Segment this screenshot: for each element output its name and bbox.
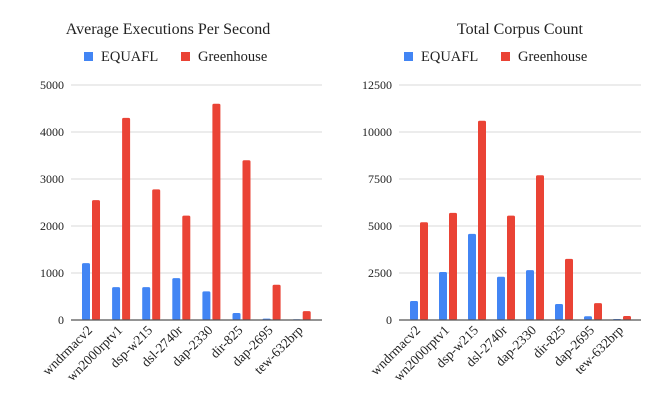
- legend: EQUAFL Greenhouse: [84, 49, 267, 65]
- bar-greenhouse-dsl-2740r: [507, 215, 515, 320]
- legend-label-equafl: EQUAFL: [101, 49, 158, 65]
- bar-equafl-dsp-w215: [468, 233, 476, 320]
- bar-greenhouse-wndrmacv2: [420, 222, 428, 320]
- bar-greenhouse-wn2000rptv1: [449, 212, 457, 320]
- y-tick-label: 10000: [362, 125, 392, 139]
- y-tick-label: 12500: [362, 78, 392, 92]
- bar-greenhouse-dsp-w215: [478, 120, 486, 320]
- bar-greenhouse-dsl-2740r: [182, 215, 191, 320]
- bar-equafl-dir-825: [232, 312, 241, 320]
- bar-greenhouse-dir-825: [565, 258, 573, 320]
- bar-greenhouse-dap-2330: [536, 175, 544, 320]
- bar-equafl-dap-2330: [526, 270, 534, 320]
- y-tick-label: 0: [386, 313, 392, 327]
- bar-equafl-dap-2695: [584, 316, 592, 320]
- chart-title: Average Executions Per Second: [66, 21, 271, 38]
- bar-greenhouse-dir-825: [242, 160, 251, 320]
- legend: EQUAFL Greenhouse: [404, 49, 587, 65]
- bar-equafl-dsl-2740r: [497, 276, 505, 320]
- y-tick-label: 4000: [40, 125, 64, 139]
- bar-equafl-dir-825: [555, 304, 563, 320]
- legend-label-equafl: EQUAFL: [421, 49, 478, 65]
- bar-greenhouse-dsp-w215: [152, 189, 161, 320]
- legend-label-greenhouse: Greenhouse: [518, 49, 587, 65]
- y-tick-label: 1000: [40, 266, 64, 280]
- bar-greenhouse-dap-2695: [272, 284, 281, 320]
- y-tick-label: 2000: [40, 219, 64, 233]
- y-tick-label: 2500: [368, 266, 392, 280]
- bar-equafl-wndrmacv2: [82, 263, 90, 320]
- chart-title: Total Corpus Count: [457, 21, 584, 38]
- bar-equafl-dsl-2740r: [172, 278, 181, 320]
- bar-greenhouse-dap-2695: [594, 303, 602, 320]
- y-tick-label: 0: [58, 313, 64, 327]
- bar-greenhouse-tew-632brp: [302, 311, 311, 320]
- legend-swatch-greenhouse: [181, 52, 190, 61]
- y-tick-label: 5000: [40, 78, 64, 92]
- bar-greenhouse-tew-632brp: [623, 316, 631, 320]
- y-tick-label: 7500: [368, 172, 392, 186]
- bar-equafl-dap-2330: [202, 291, 211, 320]
- bar-greenhouse-dap-2330: [212, 103, 221, 320]
- bar-equafl-wn2000rptv1: [439, 272, 447, 320]
- chart-executions: Average Executions Per Second EQUAFL Gre…: [39, 21, 322, 384]
- legend-swatch-equafl: [84, 52, 93, 61]
- bar-greenhouse-wn2000rptv1: [122, 117, 131, 321]
- bar-equafl-wn2000rptv1: [112, 287, 121, 320]
- legend-swatch-equafl: [404, 52, 413, 61]
- legend-swatch-greenhouse: [501, 52, 510, 61]
- chart-corpus: Total Corpus Count EQUAFL Greenhouse 0 25…: [362, 21, 641, 384]
- bar-greenhouse-wndrmacv2: [92, 200, 100, 320]
- legend-label-greenhouse: Greenhouse: [198, 49, 267, 65]
- y-tick-label: 3000: [40, 172, 64, 186]
- bar-equafl-wndrmacv2: [410, 301, 418, 320]
- bar-equafl-dsp-w215: [142, 287, 151, 320]
- y-tick-label: 5000: [368, 219, 392, 233]
